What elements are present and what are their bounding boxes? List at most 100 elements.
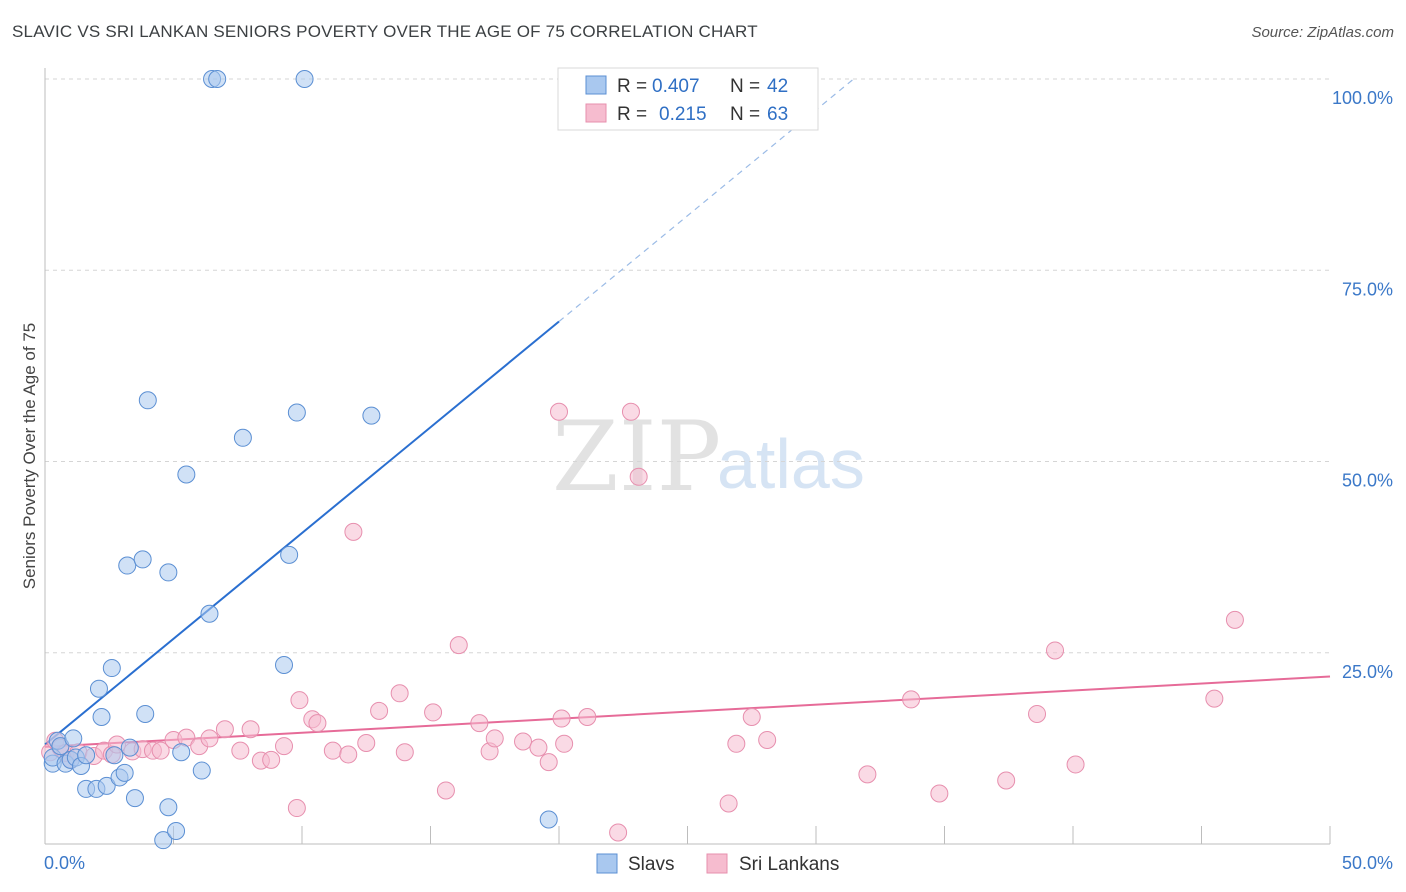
point-slavs [167,821,186,840]
legend: R = 0.407 N = 42 R = 0.215 N = 63 [557,67,819,131]
bottom-legend: Slavs Sri Lankans [596,853,839,875]
point-slavs [200,604,219,623]
point-sri-lankans [1225,610,1244,629]
y-tick-label: 75.0% [1342,279,1393,299]
data-points [41,70,1244,850]
point-sri-lankans [629,467,648,486]
point-slavs [64,729,83,748]
point-sri-lankans [578,708,597,727]
point-sri-lankans [529,738,548,757]
point-sri-lankans [436,781,455,800]
y-tick-label: 50.0% [1342,471,1393,491]
bottom-legend-swatch-slavs [596,853,618,874]
watermark-zip: ZIP [552,401,721,513]
point-sri-lankans [241,720,260,739]
point-sri-lankans [727,734,746,753]
point-sri-lankans [215,720,234,739]
point-slavs [159,798,178,817]
legend-sri-n-value: 63 [767,104,788,125]
point-slavs [154,831,173,850]
point-slavs [120,738,139,757]
point-sri-lankans [621,402,640,421]
point-sri-lankans [552,709,571,728]
point-sri-lankans [485,729,504,748]
point-slavs [118,556,137,575]
trend-line-sri-lankans [44,675,1331,748]
legend-sri-n-label: N = [730,104,760,125]
point-sri-lankans [290,691,309,710]
point-slavs [539,810,558,829]
trend-lines [44,77,1331,748]
legend-sri-r-label: R = [617,104,647,125]
point-sri-lankans [858,765,877,784]
legend-slavs-n-value: 42 [767,76,788,97]
point-sri-lankans [390,684,409,703]
y-axis-label: Seniors Poverty Over the Age of 75 [20,323,39,589]
point-sri-lankans [151,741,170,760]
point-slavs [362,406,381,425]
point-sri-lankans [609,823,628,842]
bottom-legend-swatch-sri-lankans [706,853,728,874]
legend-swatch-sri-lankans [585,103,607,123]
point-sri-lankans [1205,689,1224,708]
point-slavs [275,655,294,674]
point-slavs [192,761,211,780]
point-sri-lankans [424,703,443,722]
point-sri-lankans [287,799,306,818]
grid [45,78,1330,654]
point-slavs [280,545,299,564]
chart-title: SLAVIC VS SRI LANKAN SENIORS POVERTY OVE… [12,22,758,41]
point-sri-lankans [1046,641,1065,660]
point-sri-lankans [323,741,342,760]
point-sri-lankans [262,750,281,769]
point-slavs [233,428,252,447]
point-slavs [115,763,134,782]
point-slavs [77,746,96,765]
point-sri-lankans [275,737,294,756]
x-tick-label-min: 0.0% [44,853,85,873]
point-sri-lankans [514,732,533,751]
point-sri-lankans [1028,704,1047,723]
point-slavs [138,391,157,410]
point-slavs [125,789,144,808]
point-sri-lankans [308,714,327,733]
legend-slavs-n-label: N = [730,76,760,97]
trend-line-slavs-extension [558,77,855,322]
point-sri-lankans [1066,755,1085,774]
watermark: ZIP atlas [552,401,865,513]
point-sri-lankans [344,522,363,541]
point-sri-lankans [902,690,921,709]
point-sri-lankans [357,734,376,753]
axes: 100.0% 75.0% 50.0% 25.0% 0.0% 50.0% [44,68,1393,873]
trend-line-slavs [44,320,560,746]
source-label: Source: ZipAtlas.com [1251,24,1394,41]
bottom-legend-sri-lankans: Sri Lankans [739,854,839,875]
point-slavs [136,704,155,723]
point-slavs [105,746,124,765]
point-slavs [295,70,314,88]
bottom-legend-slavs: Slavs [628,854,674,875]
legend-slavs-r-label: R = [617,76,647,97]
point-sri-lankans [339,745,358,764]
x-tick-label-max: 50.0% [1342,853,1393,873]
point-sri-lankans [449,636,468,655]
point-sri-lankans [997,771,1016,790]
point-slavs [172,743,191,762]
point-sri-lankans [370,701,389,720]
point-slavs [208,70,227,88]
point-sri-lankans [742,708,761,727]
point-sri-lankans [550,402,568,421]
point-sri-lankans [555,734,574,753]
point-slavs [287,403,306,422]
point-sri-lankans [930,784,949,803]
point-sri-lankans [470,714,489,733]
point-sri-lankans [231,741,250,760]
legend-swatch-slavs [585,75,607,95]
point-sri-lankans [539,753,558,772]
point-slavs [102,659,121,678]
point-sri-lankans [719,794,738,813]
point-sri-lankans [395,743,414,762]
legend-sri-r-value: 0.215 [659,104,707,125]
legend-slavs-r-value: 0.407 [652,76,700,97]
